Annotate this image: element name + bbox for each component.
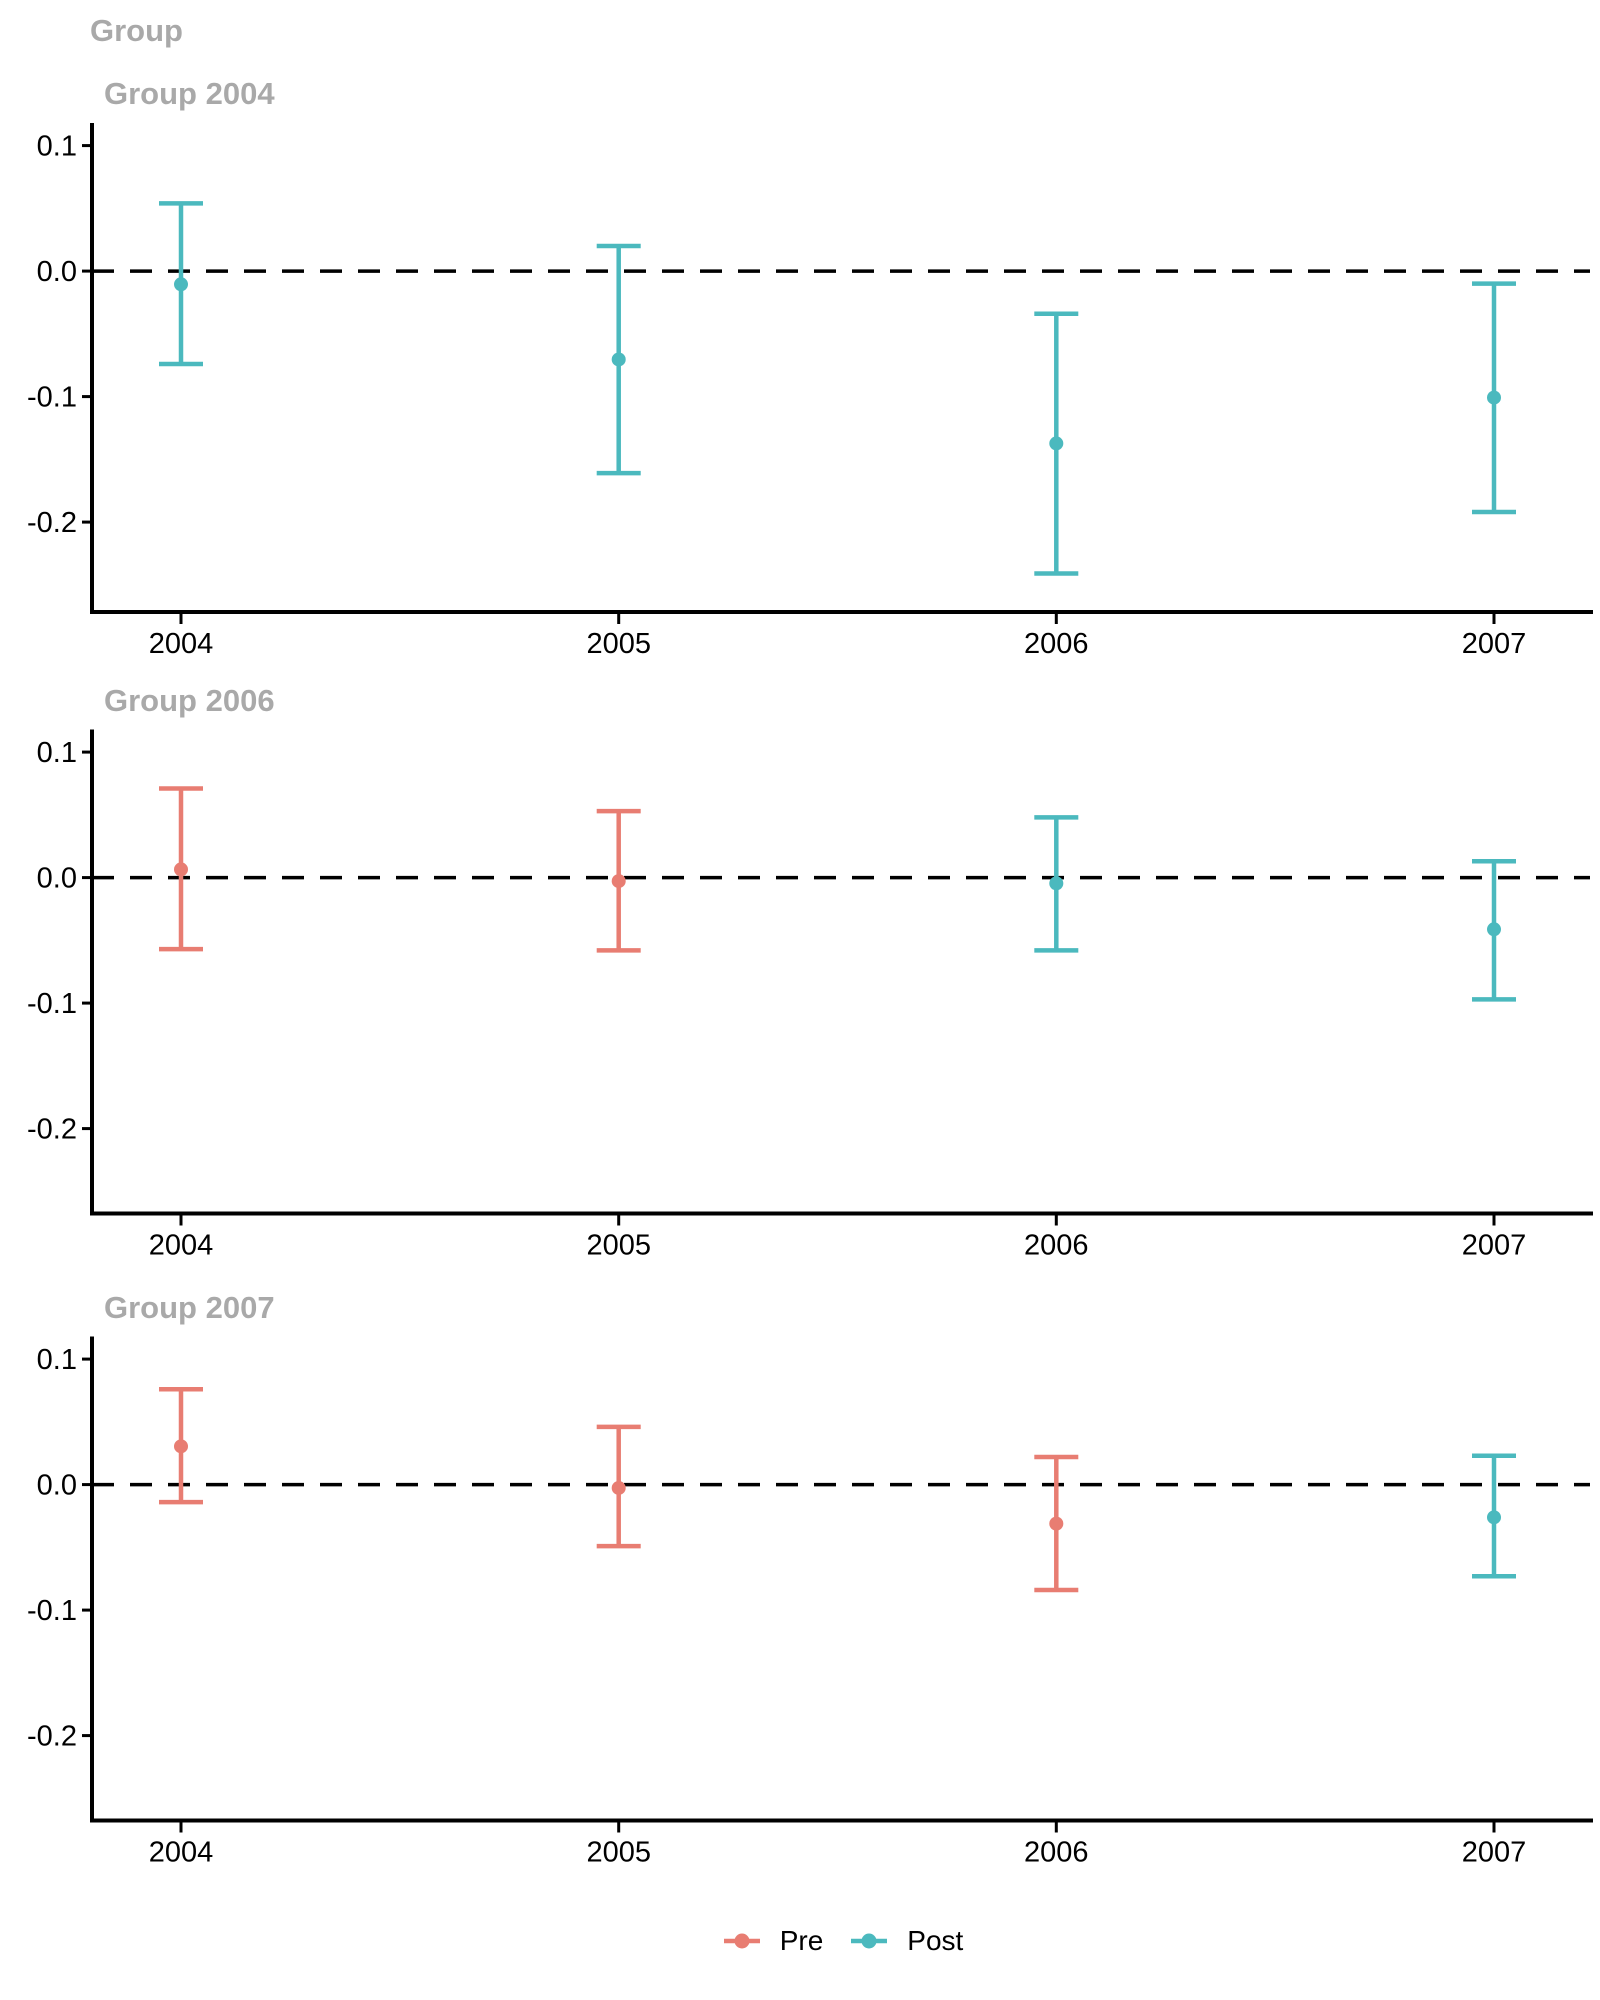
y-tick-label: -0.1 (27, 382, 77, 414)
y-tick-label: -0.2 (27, 507, 77, 539)
point-estimate (611, 874, 626, 889)
point-estimate (1487, 922, 1501, 937)
errorbar-group-2004-2006 (1034, 311, 1079, 576)
legend-label-pre: Pre (779, 1925, 824, 1956)
x-tick-label: 2005 (586, 628, 651, 660)
x-tick-label: 2004 (149, 1230, 214, 1262)
y-tick-label: -0.1 (27, 988, 77, 1020)
y-tick-label: 0.0 (37, 1470, 77, 1502)
errorbar-group-2006-2004 (159, 786, 203, 952)
x-tick-label: 2006 (1024, 1837, 1089, 1869)
legend: Pre Post (92, 1924, 1593, 1958)
y-tick-label: -0.1 (27, 1595, 77, 1627)
facet-panel-group-2006: 0.1 0.0 -0.1 -0.2 2004 2005 2006 2007 (27, 729, 1593, 1262)
errorbar-group-2006-2006 (1034, 815, 1079, 953)
errorbar-group-2006-2007 (1472, 859, 1516, 1002)
facet-panel-group-2007: 0.1 0.0 -0.1 -0.2 2004 2005 2006 2007 (27, 1336, 1593, 1869)
legend-label-post: Post (907, 1925, 964, 1956)
point-estimate (1487, 390, 1501, 405)
point-estimate (174, 277, 188, 292)
errorbar-group-2004-2004 (159, 201, 203, 367)
legend-item-post: Post (849, 1924, 963, 1958)
y-tick-label: 0.0 (37, 256, 77, 288)
y-tick-label: -0.2 (27, 1114, 77, 1146)
legend-item-pre: Pre (722, 1924, 824, 1958)
legend-key-pre-icon (723, 1933, 760, 1949)
y-tick-label: 0.1 (37, 737, 77, 769)
errorbar-group-2006-2005 (596, 808, 641, 953)
errorbar-group-2004-2007 (1472, 281, 1516, 515)
point-estimate (611, 1480, 626, 1495)
facet-title-group-2004: Group 2004 (104, 76, 275, 111)
point-estimate (1049, 876, 1064, 891)
plot-title: Group (90, 13, 183, 48)
errorbar-group-2007-2007 (1472, 1453, 1516, 1579)
point-estimate (1049, 1516, 1064, 1531)
x-tick-label: 2007 (1462, 628, 1527, 660)
x-tick-label: 2007 (1462, 1837, 1527, 1869)
x-tick-label: 2004 (149, 1837, 214, 1869)
point-estimate (1049, 436, 1064, 451)
point-estimate (174, 862, 188, 877)
legend-key-post-icon (851, 1933, 888, 1949)
point-estimate (1487, 1510, 1501, 1525)
x-tick-label: 2007 (1462, 1230, 1527, 1262)
errorbar-group-2004-2005 (596, 243, 641, 476)
facet-panel-group-2004: 0.1 0.0 -0.1 -0.2 2004 2005 2006 2007 (27, 123, 1593, 660)
y-tick-label: 0.1 (37, 1344, 77, 1376)
x-tick-label: 2006 (1024, 1230, 1089, 1262)
x-tick-label: 2004 (149, 628, 214, 660)
facet-title-group-2007: Group 2007 (104, 1290, 275, 1325)
point-estimate (174, 1439, 188, 1454)
x-tick-label: 2005 (586, 1230, 651, 1262)
facet-title-group-2006: Group 2006 (104, 683, 275, 718)
y-tick-label: 0.0 (37, 863, 77, 895)
x-tick-label: 2005 (586, 1837, 651, 1869)
x-tick-label: 2006 (1024, 628, 1089, 660)
errorbar-group-2007-2005 (596, 1424, 641, 1549)
errorbar-group-2007-2004 (159, 1386, 203, 1505)
y-tick-label: 0.1 (37, 131, 77, 163)
errorbar-group-2007-2006 (1034, 1454, 1079, 1593)
y-tick-label: -0.2 (27, 1721, 77, 1753)
point-estimate (611, 352, 626, 367)
